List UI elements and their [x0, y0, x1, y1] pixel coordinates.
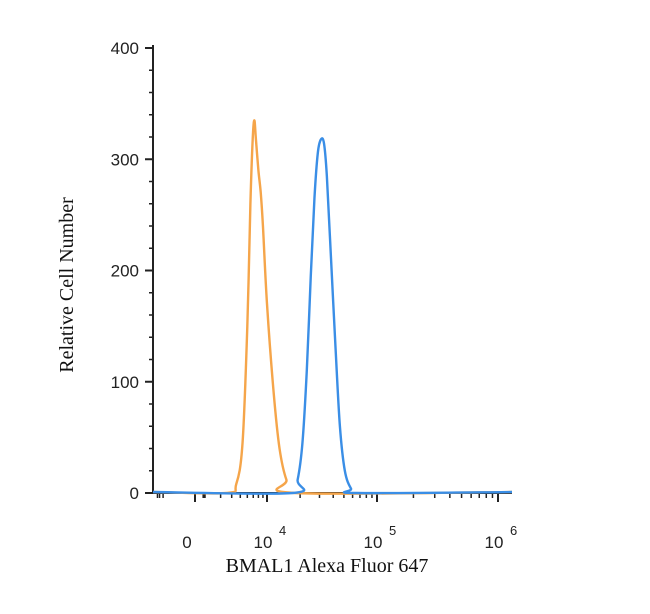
- y-tick-label: 200: [111, 262, 139, 281]
- y-tick-label: 300: [111, 150, 139, 169]
- x-tick-exponent: 5: [389, 523, 396, 538]
- x-axis-label: BMAL1 Alexa Fluor 647: [226, 555, 429, 577]
- x-tick-label: 10: [485, 533, 504, 552]
- y-axis-label: Relative Cell Number: [56, 197, 78, 373]
- y-tick-label: 0: [130, 484, 139, 503]
- series-group: [152, 119, 513, 495]
- y-tick-label: 400: [111, 39, 139, 58]
- x-axis-ticks: 0 10 4 10 5 10 6: [156, 493, 517, 552]
- series-line-orange: [152, 119, 513, 495]
- x-tick-exponent: 4: [279, 523, 286, 538]
- x-tick-label: 0: [182, 533, 191, 552]
- x-tick-label: 10: [254, 533, 273, 552]
- x-tick-label: 10: [364, 533, 383, 552]
- y-tick-label: 100: [111, 373, 139, 392]
- y-axis-ticks: 0 100 200 300 400: [111, 39, 153, 503]
- series-line-blue: [152, 137, 513, 495]
- x-tick-exponent: 6: [510, 523, 517, 538]
